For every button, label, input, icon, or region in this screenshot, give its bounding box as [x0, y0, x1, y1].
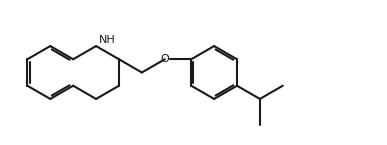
Text: NH: NH — [99, 35, 116, 45]
Text: O: O — [160, 54, 169, 64]
